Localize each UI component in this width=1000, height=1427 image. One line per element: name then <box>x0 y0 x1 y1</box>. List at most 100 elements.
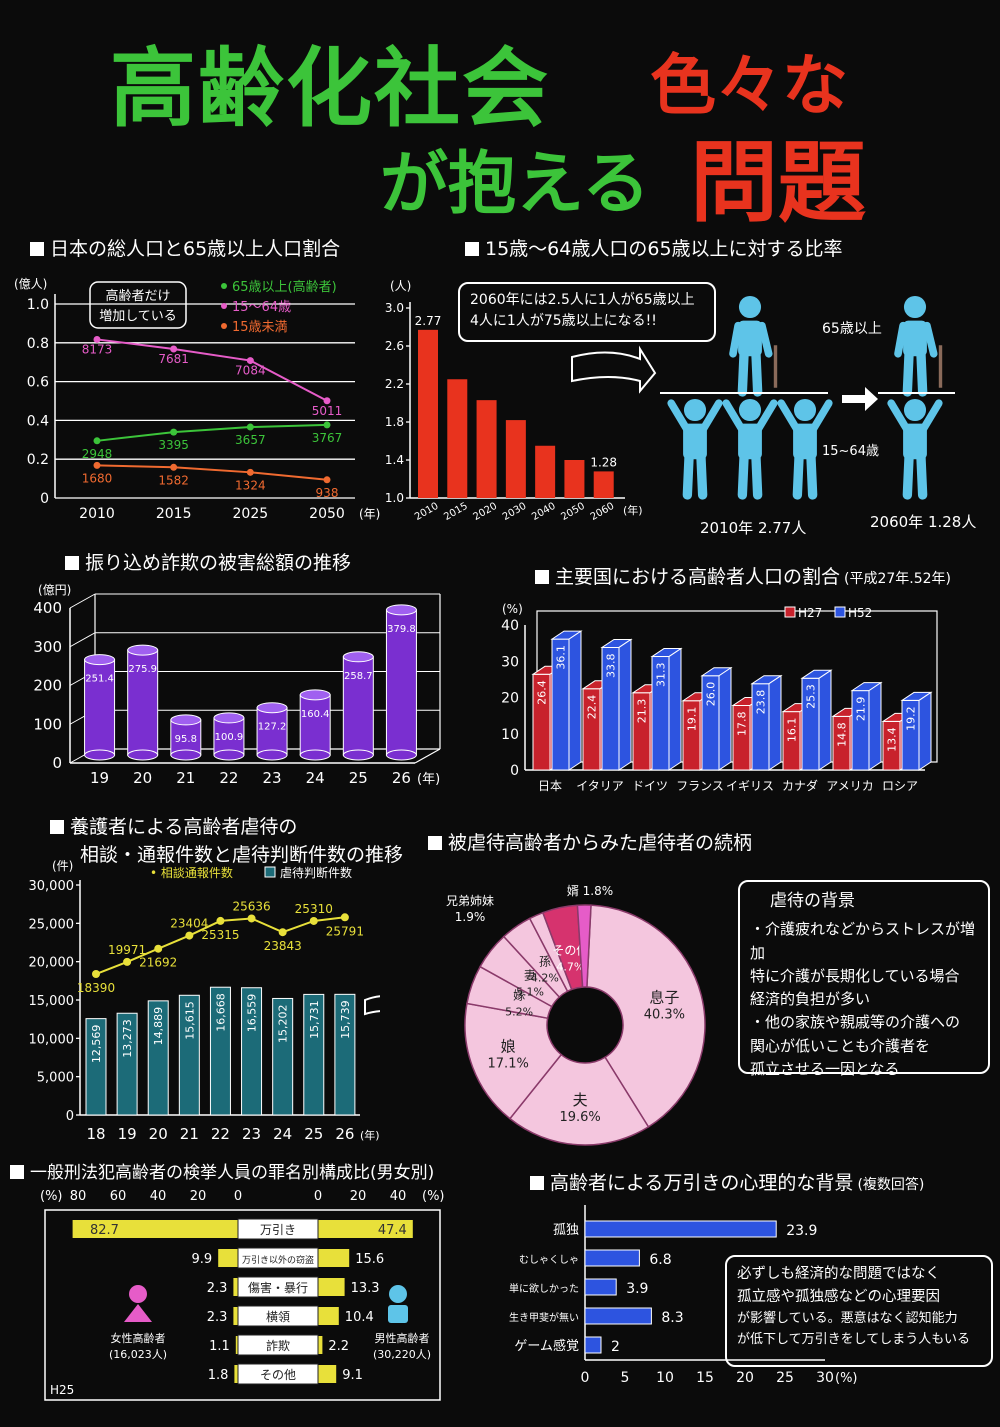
person-part <box>903 423 927 460</box>
s8-xtick: 20 <box>736 1370 754 1386</box>
s5-arrow-icon <box>364 995 380 1016</box>
s2-xunit: (年) <box>623 503 643 517</box>
s5-xtick: 21 <box>180 1125 199 1143</box>
s2-ytick: 1.0 <box>385 491 404 505</box>
person-part <box>793 398 817 422</box>
s8-title-text: 高齢者による万引きの心理的な背景 <box>550 1172 854 1194</box>
s1-note-box <box>89 281 187 329</box>
person-part <box>699 399 723 433</box>
s8-bar <box>584 1249 640 1267</box>
s2-bar <box>447 379 468 498</box>
s8-bar-label: 2 <box>611 1339 620 1355</box>
s5-bar <box>272 997 294 1116</box>
person-part <box>919 399 943 433</box>
s5-xtick: 22 <box>211 1125 230 1143</box>
s3-cylinder-top <box>213 712 245 724</box>
s3-bar-label: 379.8 <box>387 624 416 635</box>
s5-title2: 相談・通報件数と虐待判断件数の推移 <box>80 844 404 866</box>
person-part <box>722 399 746 433</box>
s2-bar-label: 1.28 <box>590 455 617 469</box>
s3-cylinder <box>170 719 202 756</box>
s5-bar-label: 13,273 <box>121 1019 134 1058</box>
s3-cylinder-base <box>385 749 417 761</box>
s8-xtick: 5 <box>621 1370 630 1386</box>
s1-point <box>170 463 178 471</box>
s5-bar <box>334 993 356 1116</box>
s7-pct-left: (%) <box>40 1189 63 1204</box>
s2-ytick: 2.6 <box>385 339 404 353</box>
s3-ytick: 100 <box>33 715 62 733</box>
s7-bar-female <box>234 1365 238 1383</box>
s4-bar-label: 17.8 <box>736 711 749 736</box>
s8-category: 生き甲斐が無い <box>509 1311 579 1324</box>
s4-bar-label: 36.1 <box>555 645 568 670</box>
s5-bar-label: 16,668 <box>214 993 227 1032</box>
s3-cylinder-top <box>170 714 202 726</box>
s1-point-label: 1582 <box>158 473 189 487</box>
male-person-icon <box>389 1285 407 1303</box>
s6-slice-label: 孫 <box>539 955 551 969</box>
s8-category: ゲーム感覚 <box>514 1338 579 1354</box>
s8-note-line2: 孤立感や孤独感などの心理要因 <box>737 1289 940 1306</box>
s7-female-name: 女性高齢者 <box>111 1331 166 1345</box>
s2-xtick: 2010 <box>413 501 441 523</box>
s5-line-point <box>123 957 132 966</box>
s1-title: 日本の総人口と65歳以上人口割合 <box>30 234 340 261</box>
s2-bar <box>593 471 614 498</box>
s1-point-label: 5011 <box>312 404 343 418</box>
s5-ylabel: (件) <box>52 860 73 873</box>
s7-category-box <box>237 1276 319 1298</box>
female-person-icon <box>129 1285 147 1303</box>
s2-note: 2060年には2.5人に1人が65歳以上 4人に1人が75歳以上になる!! <box>458 282 716 342</box>
s1-ytick: 0 <box>40 491 49 507</box>
s1-series-line <box>96 464 328 481</box>
s1-note-line2: 増加している <box>99 309 177 324</box>
s4-legend-swatch <box>784 606 796 618</box>
s3-title-text: 振り込め詐欺の被害総額の推移 <box>85 552 352 574</box>
s6-slice-pct: 1.9% <box>455 910 486 924</box>
s3-title: 振り込め詐欺の被害総額の推移 <box>65 548 351 575</box>
s5-ytick: 10,000 <box>29 1032 75 1047</box>
s4-legend-label: H27 <box>798 606 822 620</box>
person-part <box>737 349 749 397</box>
s4-bar-label: 14.8 <box>836 722 849 747</box>
person-icon <box>777 398 833 500</box>
s5-bar-label: 15,731 <box>308 1000 321 1039</box>
s5-bar <box>303 993 325 1116</box>
s5-ytick: 0 <box>66 1109 74 1124</box>
s1-point <box>323 397 331 405</box>
s4-bar-side <box>768 674 782 771</box>
s5-line-point <box>340 913 349 922</box>
s1-ytick: 0.4 <box>27 413 49 429</box>
s4-bar-side <box>568 630 582 771</box>
s6-slice-pct: 5.1% <box>516 986 544 999</box>
person-part <box>923 321 938 358</box>
s5-bar-label: 12,569 <box>90 1025 103 1064</box>
s3-ytick: 300 <box>33 638 62 656</box>
s8-chart: 23.9 孤独 6.8 むしゃくしゃ 3.9 単に欲しかった 8.3 生き甲斐が無い 2 ゲーム感… <box>509 1205 858 1386</box>
s4-bar-label: 13.4 <box>886 727 899 752</box>
s6-bg-title: 虐待の背景 <box>770 891 855 911</box>
s5-bar <box>116 1012 138 1116</box>
main-title-line2: が抱える <box>380 145 650 224</box>
s5-legend-swatch <box>264 866 276 878</box>
s4-ytick: 10 <box>501 727 519 743</box>
s3-cylinder <box>342 656 374 756</box>
s1-title-text: 日本の総人口と65歳以上人口割合 <box>50 238 341 260</box>
s8-xtick: 0 <box>581 1370 590 1386</box>
s4-bar-side <box>918 691 932 771</box>
person-part <box>738 398 762 422</box>
person-icon <box>729 295 778 397</box>
s3-grid <box>69 593 96 609</box>
s7-bar-male <box>318 1220 413 1238</box>
s3-xtick: 21 <box>176 769 195 787</box>
s4-bar-side <box>668 647 682 771</box>
person-part <box>667 399 691 433</box>
s6-title: 被虐待高齢者からみた虐待者の続柄 <box>428 828 752 855</box>
s6-slice <box>464 1002 563 1120</box>
s2-xtick: 2030 <box>501 501 529 523</box>
s4-ytick: 20 <box>501 691 519 707</box>
s1-point-label: 2948 <box>82 447 113 461</box>
s4-bar-label: 22.4 <box>586 695 599 720</box>
